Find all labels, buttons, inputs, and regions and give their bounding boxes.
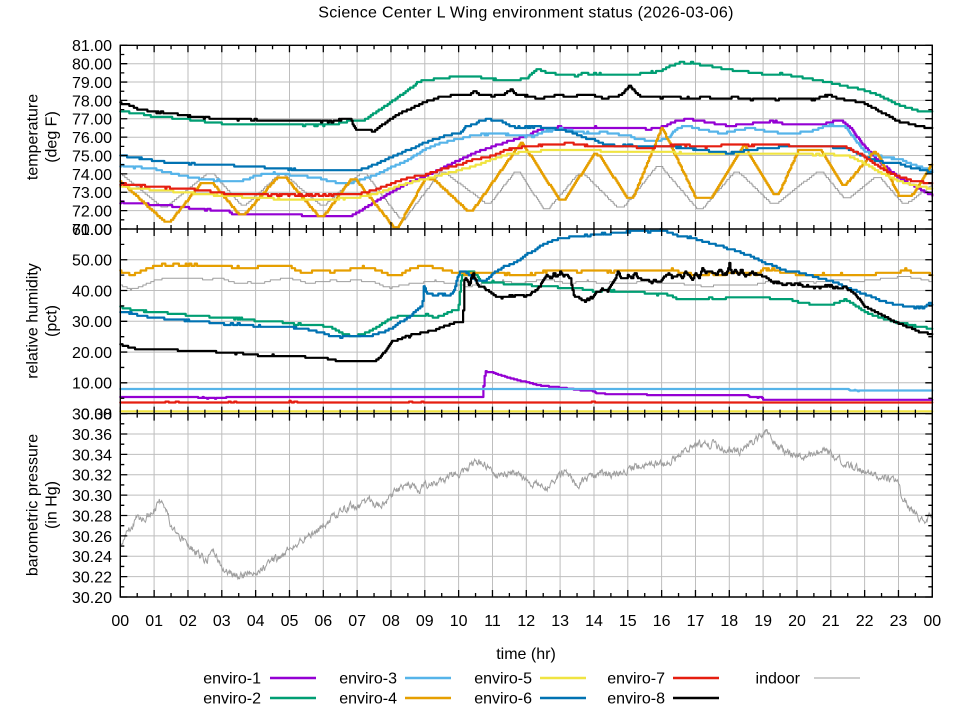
svg-text:75.00: 75.00 [72, 148, 112, 165]
svg-text:73.00: 73.00 [72, 185, 112, 202]
svg-text:19: 19 [754, 613, 772, 630]
svg-text:74.00: 74.00 [72, 167, 112, 184]
svg-text:11: 11 [484, 613, 501, 630]
svg-text:10.00: 10.00 [72, 376, 112, 393]
svg-text:13: 13 [551, 613, 569, 630]
svg-text:60.00: 60.00 [72, 222, 112, 239]
svg-text:30.36: 30.36 [72, 427, 112, 444]
svg-text:12: 12 [517, 613, 535, 630]
svg-text:16: 16 [653, 613, 671, 630]
svg-text:indoor: indoor [756, 671, 801, 688]
svg-text:30.22: 30.22 [72, 570, 112, 587]
svg-text:04: 04 [247, 613, 265, 630]
svg-text:enviro-7: enviro-7 [607, 671, 665, 688]
svg-text:03: 03 [213, 613, 231, 630]
svg-text:(deg F): (deg F) [44, 111, 61, 163]
svg-text:79.00: 79.00 [72, 75, 112, 92]
svg-text:time (hr): time (hr) [496, 646, 556, 663]
svg-text:(pct): (pct) [44, 305, 61, 337]
svg-text:enviro-1: enviro-1 [203, 671, 261, 688]
svg-text:81.00: 81.00 [72, 38, 112, 55]
svg-text:72.00: 72.00 [72, 204, 112, 221]
svg-text:10: 10 [450, 613, 468, 630]
svg-text:30.26: 30.26 [72, 529, 112, 546]
svg-text:78.00: 78.00 [72, 93, 112, 110]
svg-text:enviro-4: enviro-4 [339, 691, 397, 708]
svg-text:05: 05 [281, 613, 299, 630]
svg-text:enviro-3: enviro-3 [339, 671, 397, 688]
svg-text:07: 07 [348, 613, 366, 630]
svg-text:02: 02 [179, 613, 197, 630]
svg-text:00: 00 [923, 613, 941, 630]
svg-text:30.20: 30.20 [72, 590, 112, 607]
svg-text:temperature: temperature [25, 94, 42, 180]
svg-text:00: 00 [111, 613, 129, 630]
svg-text:14: 14 [585, 613, 603, 630]
svg-text:08: 08 [382, 613, 400, 630]
svg-text:30.24: 30.24 [72, 549, 112, 566]
svg-text:23: 23 [890, 613, 908, 630]
svg-text:21: 21 [822, 613, 840, 630]
svg-text:20.00: 20.00 [72, 345, 112, 362]
svg-text:77.00: 77.00 [72, 112, 112, 129]
svg-text:30.00: 30.00 [72, 314, 112, 331]
svg-text:enviro-5: enviro-5 [474, 671, 532, 688]
svg-text:20: 20 [788, 613, 806, 630]
svg-text:17: 17 [687, 613, 705, 630]
svg-text:enviro-6: enviro-6 [474, 691, 532, 708]
svg-text:18: 18 [720, 613, 738, 630]
svg-text:15: 15 [619, 613, 637, 630]
svg-text:0.00: 0.00 [81, 407, 112, 424]
svg-text:relative humidity: relative humidity [25, 263, 42, 379]
svg-text:barometric pressure: barometric pressure [25, 434, 42, 576]
svg-text:40.00: 40.00 [72, 283, 112, 300]
svg-text:09: 09 [416, 613, 434, 630]
svg-text:(in Hg): (in Hg) [44, 481, 61, 529]
svg-text:enviro-2: enviro-2 [203, 691, 261, 708]
svg-text:30.38: 30.38 [72, 407, 112, 424]
svg-text:30.34: 30.34 [72, 447, 112, 464]
svg-text:Science Center L Wing environm: Science Center L Wing environment status… [318, 5, 734, 22]
svg-text:22: 22 [856, 613, 874, 630]
svg-text:06: 06 [314, 613, 332, 630]
svg-text:50.00: 50.00 [72, 253, 112, 270]
svg-text:80.00: 80.00 [72, 57, 112, 74]
svg-text:30.32: 30.32 [72, 468, 112, 485]
svg-text:enviro-8: enviro-8 [607, 691, 665, 708]
svg-text:30.30: 30.30 [72, 488, 112, 505]
svg-text:01: 01 [145, 613, 163, 630]
svg-text:71.00: 71.00 [72, 222, 112, 239]
svg-text:76.00: 76.00 [72, 130, 112, 147]
svg-text:30.28: 30.28 [72, 508, 112, 525]
